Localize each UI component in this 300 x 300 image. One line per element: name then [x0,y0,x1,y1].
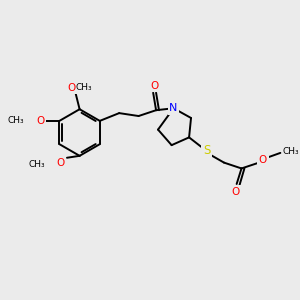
Text: N: N [169,103,178,113]
Text: O: O [232,187,240,197]
Text: O: O [56,158,64,168]
Text: O: O [68,83,76,93]
Text: CH₃: CH₃ [8,116,25,125]
Text: O: O [150,81,158,91]
Text: S: S [203,145,210,158]
Text: CH₃: CH₃ [75,83,92,92]
Text: CH₃: CH₃ [28,160,45,169]
Text: CH₃: CH₃ [282,147,299,156]
Text: O: O [259,155,267,165]
Text: O: O [36,116,44,126]
